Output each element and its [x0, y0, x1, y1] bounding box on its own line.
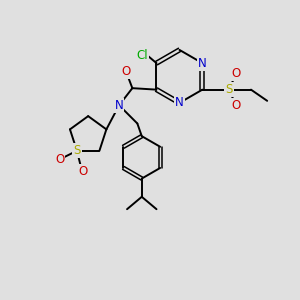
Text: O: O	[78, 165, 87, 178]
Text: N: N	[198, 57, 207, 70]
Text: S: S	[73, 144, 81, 157]
Text: Cl: Cl	[137, 49, 148, 62]
Text: O: O	[232, 99, 241, 112]
Text: O: O	[121, 64, 130, 78]
Text: O: O	[55, 153, 64, 166]
Text: N: N	[115, 99, 124, 112]
Text: O: O	[232, 67, 241, 80]
Text: S: S	[225, 83, 233, 96]
Text: N: N	[175, 96, 184, 110]
